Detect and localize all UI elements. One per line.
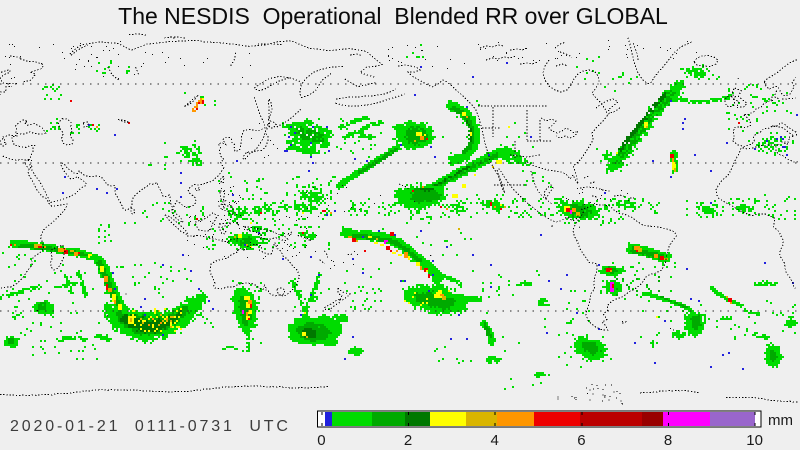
svg-text:6: 6: [577, 432, 585, 449]
svg-text:2: 2: [404, 432, 412, 449]
svg-text:4: 4: [491, 432, 499, 449]
svg-text:10: 10: [746, 432, 763, 449]
svg-text:8: 8: [664, 432, 672, 449]
svg-text:0: 0: [317, 432, 325, 449]
svg-text:mm: mm: [768, 412, 793, 429]
